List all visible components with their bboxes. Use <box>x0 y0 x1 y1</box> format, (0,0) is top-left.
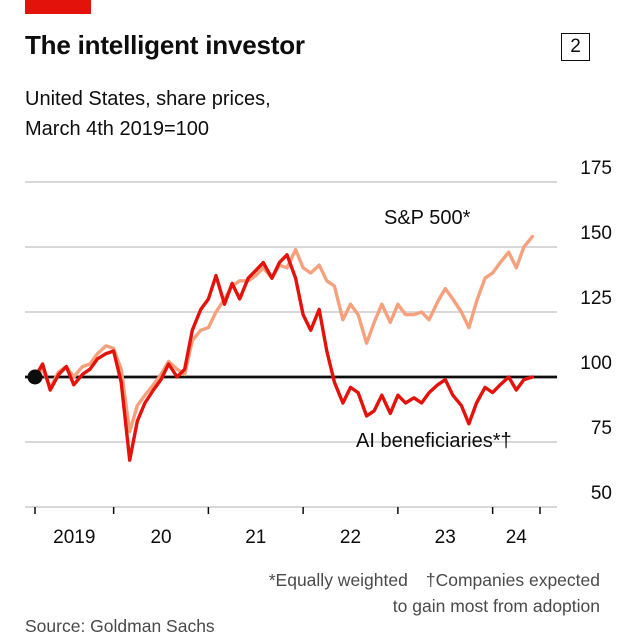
series-line-sp500 <box>33 234 535 434</box>
sp500-series-label: S&P 500* <box>384 207 471 229</box>
brand-red-tab <box>25 0 91 14</box>
x-axis-label: 21 <box>245 527 266 548</box>
series-line-ai <box>33 253 535 462</box>
chart-subtitle: United States, share prices, March 4th 2… <box>25 84 271 144</box>
figure-number-box: 2 <box>561 33 590 61</box>
y-axis-label: 125 <box>580 288 612 309</box>
figure-number: 2 <box>570 36 581 57</box>
footnote-line-1: *Equally weighted †Companies expected <box>269 567 600 593</box>
footnote-equally-weighted: *Equally weighted <box>268 570 408 590</box>
x-axis-label: 20 <box>150 527 171 548</box>
x-axis-label: 23 <box>435 527 456 548</box>
y-axis-label: 100 <box>580 353 612 374</box>
footnote-companies-part1: †Companies expected <box>425 570 600 590</box>
subtitle-line-1: United States, share prices, <box>25 88 271 110</box>
ai-beneficiaries-series-label: AI beneficiaries*† <box>356 430 512 452</box>
footnote-companies-part2: to gain most from adoption <box>392 596 600 616</box>
x-axis-label: 2019 <box>53 527 95 548</box>
y-axis-label: 150 <box>580 223 612 244</box>
subtitle-line-2: March 4th 2019=100 <box>25 118 210 140</box>
y-axis-label: 50 <box>591 483 612 504</box>
page-title: The intelligent investor <box>25 30 305 60</box>
y-axis-label: 175 <box>580 158 612 179</box>
y-axis-label: 75 <box>591 418 612 439</box>
start-marker-dot <box>27 369 43 385</box>
x-axis-label: 24 <box>506 527 528 548</box>
source-line: Source: Goldman Sachs <box>25 616 215 636</box>
footnotes: *Equally weighted †Companies expected to … <box>269 567 600 619</box>
x-axis-label: 22 <box>340 527 361 548</box>
